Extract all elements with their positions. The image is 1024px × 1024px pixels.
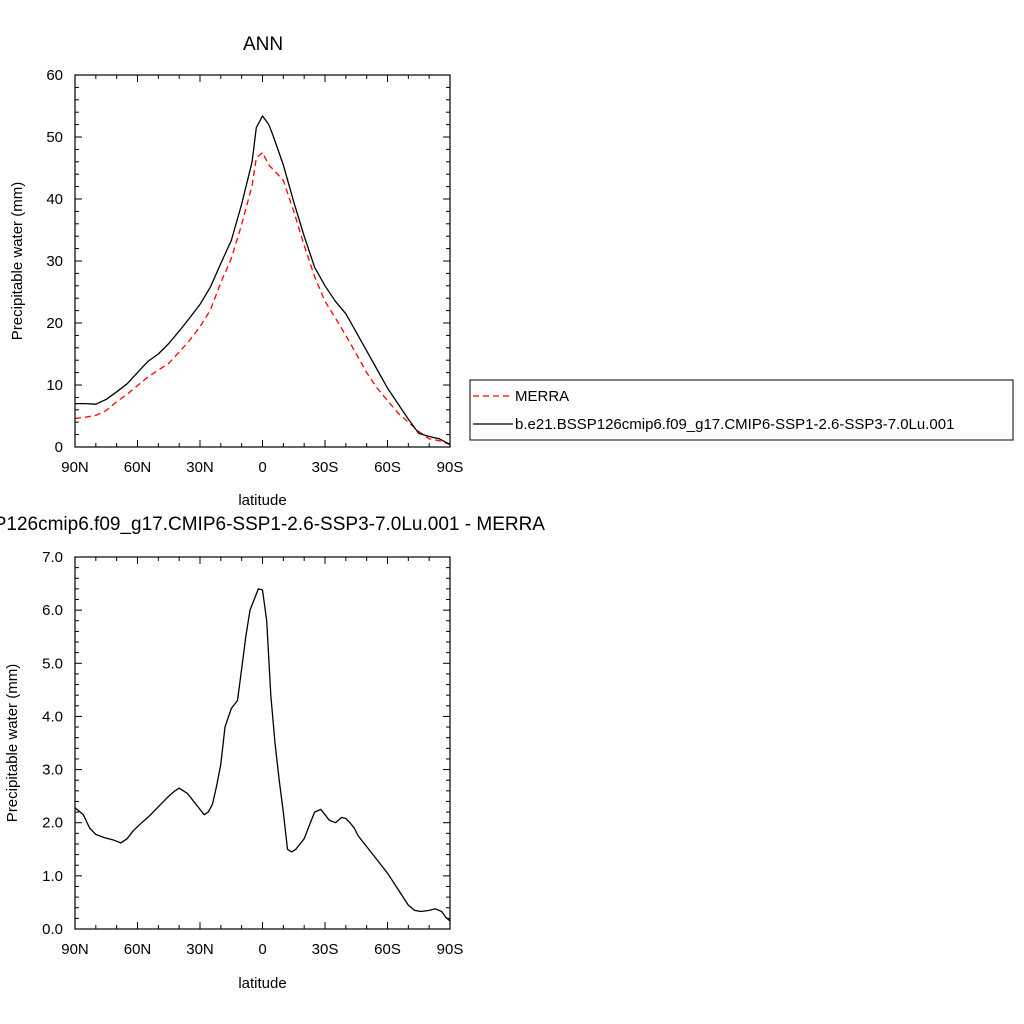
x-tick-label: 60N bbox=[124, 941, 152, 958]
y-tick-label: 10 bbox=[46, 377, 63, 394]
legend-label-merra: MERRA bbox=[515, 388, 569, 405]
y-tick-label: 20 bbox=[46, 315, 63, 332]
x-tick-label: 90S bbox=[437, 941, 464, 958]
x-tick-label: 90N bbox=[61, 459, 89, 476]
bottom-panel: SP126cmip6.f09_g17.CMIP6-SSP1-2.6-SSP3-7… bbox=[0, 514, 545, 992]
y-tick-label: 0 bbox=[55, 439, 63, 456]
x-tick-label: 0 bbox=[258, 941, 266, 958]
y-tick-label: 6.0 bbox=[42, 602, 63, 619]
y-tick-label: 2.0 bbox=[42, 815, 63, 832]
series-line-0 bbox=[74, 151, 451, 446]
legend-label-model: b.e21.BSSP126cmip6.f09_g17.CMIP6-SSP1-2.… bbox=[515, 416, 954, 433]
x-tick-label: 90S bbox=[437, 459, 464, 476]
legend-box bbox=[469, 379, 1014, 441]
top-x-axis-label: latitude bbox=[238, 492, 286, 509]
y-tick-label: 60 bbox=[46, 67, 63, 84]
x-tick-label: 30N bbox=[186, 459, 214, 476]
top-series bbox=[74, 115, 451, 446]
x-tick-label: 30N bbox=[186, 941, 214, 958]
legend: MERRA b.e21.BSSP126cmip6.f09_g17.CMIP6-S… bbox=[469, 379, 1014, 441]
y-tick-label: 40 bbox=[46, 191, 63, 208]
y-tick-label: 4.0 bbox=[42, 708, 63, 725]
top-panel: ANN 90N 60N 30N 0 30S 60S 90S 0 10 20 30 40 50 60 lat… bbox=[9, 34, 463, 509]
y-tick-label: 1.0 bbox=[42, 868, 63, 885]
x-tick-label: 30S bbox=[312, 941, 339, 958]
y-tick-label: 30 bbox=[46, 253, 63, 270]
y-tick-label: 3.0 bbox=[42, 762, 63, 779]
x-tick-label: 60N bbox=[124, 459, 152, 476]
series-line-1 bbox=[75, 115, 451, 446]
y-tick-label: 0.0 bbox=[42, 921, 63, 938]
bottom-series bbox=[74, 588, 451, 922]
x-tick-label: 60S bbox=[374, 941, 401, 958]
x-tick-label: 30S bbox=[312, 459, 339, 476]
y-tick-label: 7.0 bbox=[42, 549, 63, 566]
top-ticks: 90N 60N 30N 0 30S 60S 90S 0 10 20 30 40 50 60 bbox=[46, 67, 463, 476]
bottom-y-axis-label: Precipitable water (mm) bbox=[4, 664, 21, 822]
bottom-ticks: 90N 60N 30N 0 30S 60S 90S 0.0 1.0 2.0 3.0 4.0 5.0 6.0… bbox=[42, 549, 463, 958]
top-plot-frame bbox=[74, 74, 451, 448]
x-tick-label: 60S bbox=[374, 459, 401, 476]
bottom-plot-frame bbox=[74, 556, 451, 930]
y-tick-label: 5.0 bbox=[42, 655, 63, 672]
x-tick-label: 0 bbox=[258, 459, 266, 476]
x-tick-label: 90N bbox=[61, 941, 89, 958]
top-y-axis-label: Precipitable water (mm) bbox=[9, 182, 26, 340]
top-chart-title: ANN bbox=[243, 34, 283, 55]
series-line-0 bbox=[74, 588, 451, 922]
bottom-x-axis-label: latitude bbox=[238, 975, 286, 992]
y-tick-label: 50 bbox=[46, 129, 63, 146]
bottom-chart-title: SP126cmip6.f09_g17.CMIP6-SSP1-2.6-SSP3-7… bbox=[0, 514, 545, 535]
